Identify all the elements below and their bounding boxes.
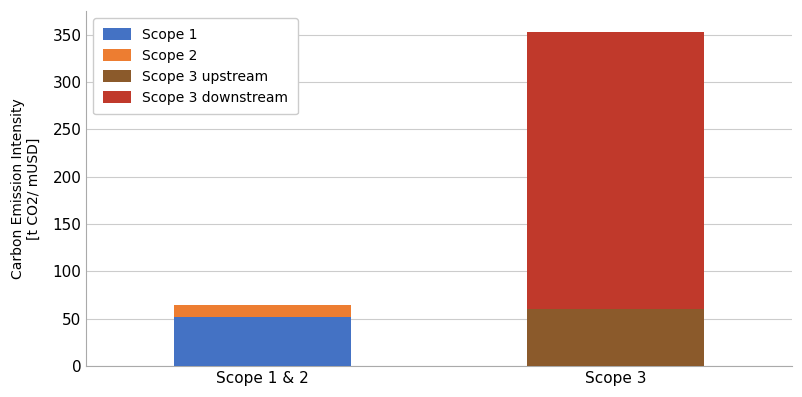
Bar: [527, 309, 703, 366]
Bar: [174, 304, 350, 317]
Bar: [174, 317, 350, 366]
Bar: [527, 32, 703, 309]
Y-axis label: Carbon Emission Intensity
[t CO2/ mUSD]: Carbon Emission Intensity [t CO2/ mUSD]: [11, 98, 41, 279]
Legend: Scope 1, Scope 2, Scope 3 upstream, Scope 3 downstream: Scope 1, Scope 2, Scope 3 upstream, Scop…: [93, 18, 298, 114]
